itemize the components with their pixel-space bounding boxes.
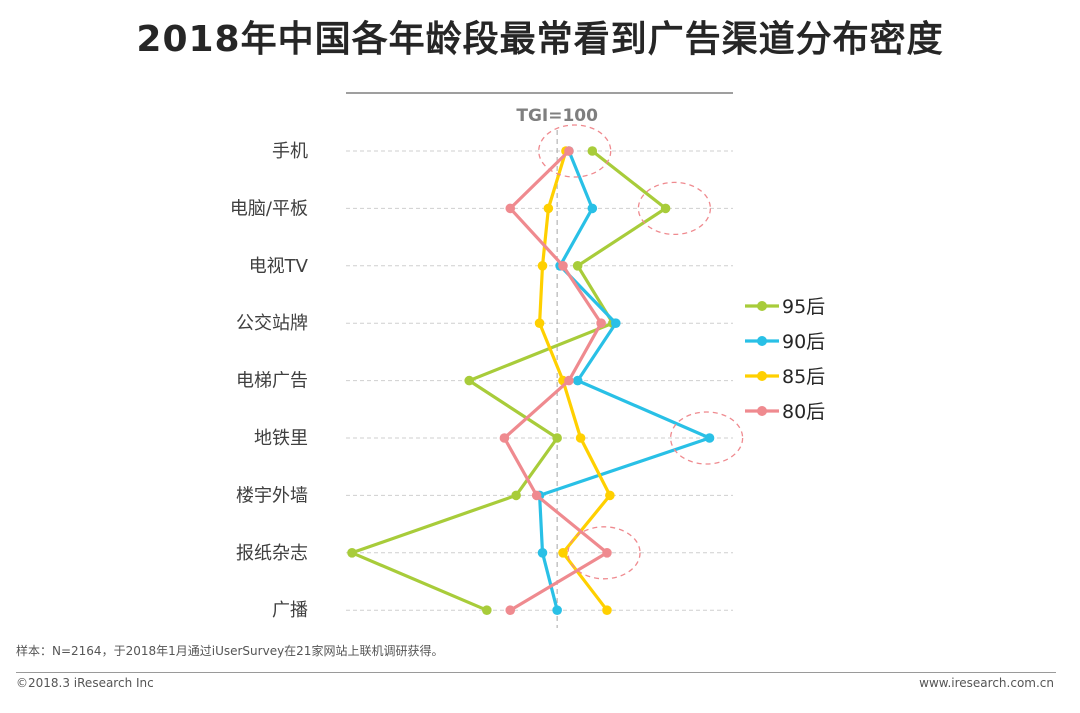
category-label: 电视TV — [249, 256, 309, 277]
chart-title: 2018年中国各年龄段最常看到广告渠道分布密度 — [136, 19, 944, 60]
data-point-90- — [552, 605, 562, 615]
category-label: 楼宇外墙 — [236, 485, 308, 506]
data-point-90- — [572, 375, 583, 386]
legend-label-90-: 90后 — [782, 331, 825, 353]
footer-divider — [16, 672, 1056, 673]
data-point-80- — [596, 318, 606, 329]
series-layer — [347, 146, 715, 615]
data-point-90- — [704, 433, 715, 443]
data-point-80- — [499, 433, 510, 443]
highlight-ellipse — [567, 526, 641, 580]
highlight-ellipse — [637, 181, 712, 236]
data-point-95- — [572, 261, 583, 271]
data-point-95- — [587, 146, 598, 156]
data-point-80- — [531, 490, 542, 501]
category-label: 电脑/平板 — [230, 198, 308, 219]
line-chart: 手机电脑/平板电视TV公交站牌电梯广告地铁里楼宇外墙报纸杂志广播TGI=100 … — [230, 92, 825, 628]
data-point-95- — [552, 433, 562, 443]
data-point-85- — [543, 203, 554, 214]
data-point-85- — [575, 433, 586, 443]
data-point-80- — [602, 548, 612, 558]
highlight-layer — [538, 124, 744, 580]
legend-label-85-: 85后 — [782, 366, 825, 388]
legend: 95后 90后 85后 80后 — [745, 296, 825, 423]
highlight-ellipse — [538, 124, 612, 178]
sample-note: 样本：N=2164，于2018年1月通过iUserSurvey在21家网站上联机… — [16, 644, 444, 658]
data-point-95- — [511, 490, 521, 501]
data-point-95- — [347, 548, 357, 558]
grid-layer — [346, 92, 733, 628]
legend-label-95-: 95后 — [782, 296, 825, 318]
category-label: 广播 — [272, 600, 308, 621]
data-point-95- — [464, 375, 475, 386]
highlight-ellipse — [669, 411, 744, 465]
copyright-text: ©2018.3 iResearch Inc — [16, 676, 154, 690]
data-point-90- — [537, 548, 548, 558]
legend-marker-95- — [757, 301, 767, 311]
category-label: 电梯广告 — [236, 371, 308, 392]
category-label: 手机 — [272, 141, 308, 162]
data-point-95- — [660, 203, 671, 214]
legend-marker-90- — [757, 336, 767, 346]
category-label: 报纸杂志 — [236, 543, 308, 564]
data-point-80- — [558, 261, 568, 271]
data-point-90- — [610, 318, 621, 329]
legend-label-80-: 80后 — [782, 401, 825, 423]
legend-marker-80- — [757, 406, 767, 416]
category-label: 公交站牌 — [236, 313, 308, 334]
data-point-80- — [505, 203, 516, 214]
data-point-85- — [537, 261, 548, 271]
website-link[interactable]: www.iresearch.com.cn — [919, 676, 1054, 690]
data-point-80- — [564, 375, 574, 386]
category-label: 地铁里 — [254, 428, 308, 449]
data-point-85- — [558, 548, 568, 558]
data-point-80- — [505, 605, 516, 615]
data-point-85- — [605, 490, 615, 501]
data-point-85- — [602, 605, 612, 615]
reference-label: TGI=100 — [516, 106, 598, 126]
data-point-80- — [564, 146, 574, 156]
data-point-85- — [534, 318, 545, 329]
legend-marker-85- — [757, 371, 767, 381]
data-point-95- — [482, 605, 492, 615]
data-point-90- — [587, 203, 598, 214]
